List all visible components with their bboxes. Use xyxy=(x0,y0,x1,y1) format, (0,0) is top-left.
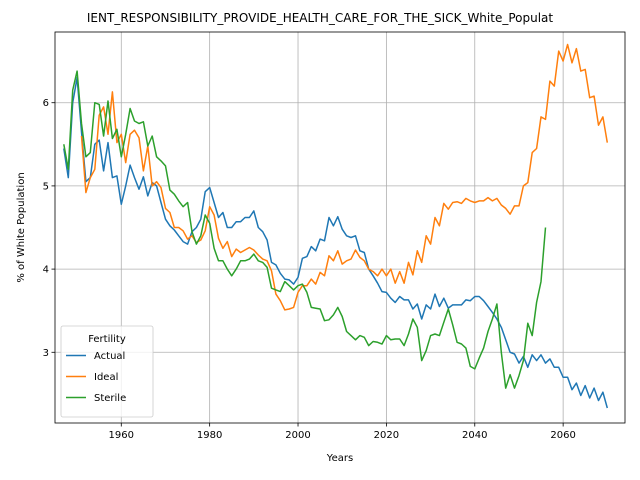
legend-label-actual: Actual xyxy=(94,351,125,362)
y-axis-label: % of White Population xyxy=(16,172,27,282)
series-line-ideal xyxy=(80,43,609,311)
legend-title: Fertility xyxy=(88,334,126,345)
y-axis-ticks: 3 4 5 6 xyxy=(43,98,55,359)
x-tick-label: 1960 xyxy=(109,430,134,441)
x-axis-ticks: 1960 1980 2000 2020 2040 2060 xyxy=(109,423,576,441)
legend-label-sterile: Sterile xyxy=(94,393,126,404)
legend-box xyxy=(60,325,154,418)
x-tick-label: 2020 xyxy=(374,430,399,441)
x-axis-label: Years xyxy=(326,453,353,464)
legend-label-ideal: Ideal xyxy=(94,372,118,383)
series-line-sterile xyxy=(63,70,547,389)
legend-items: Actual Ideal Sterile xyxy=(66,351,126,404)
y-tick-label: 4 xyxy=(43,265,49,276)
y-tick-label: 5 xyxy=(43,181,49,192)
x-tick-label: 1980 xyxy=(197,430,222,441)
series-lines xyxy=(63,43,609,409)
y-tick-label: 6 xyxy=(43,98,49,109)
x-tick-label: 2000 xyxy=(285,430,310,441)
y-tick-label: 3 xyxy=(43,348,49,359)
x-tick-label: 2040 xyxy=(462,430,487,441)
plot-frame xyxy=(54,31,626,424)
legend: Fertility Actual Ideal Sterile xyxy=(60,325,154,418)
x-tick-label: 2060 xyxy=(550,430,575,441)
chart-title: IENT_RESPONSIBILITY_PROVIDE_HEALTH_CARE_… xyxy=(87,11,554,25)
